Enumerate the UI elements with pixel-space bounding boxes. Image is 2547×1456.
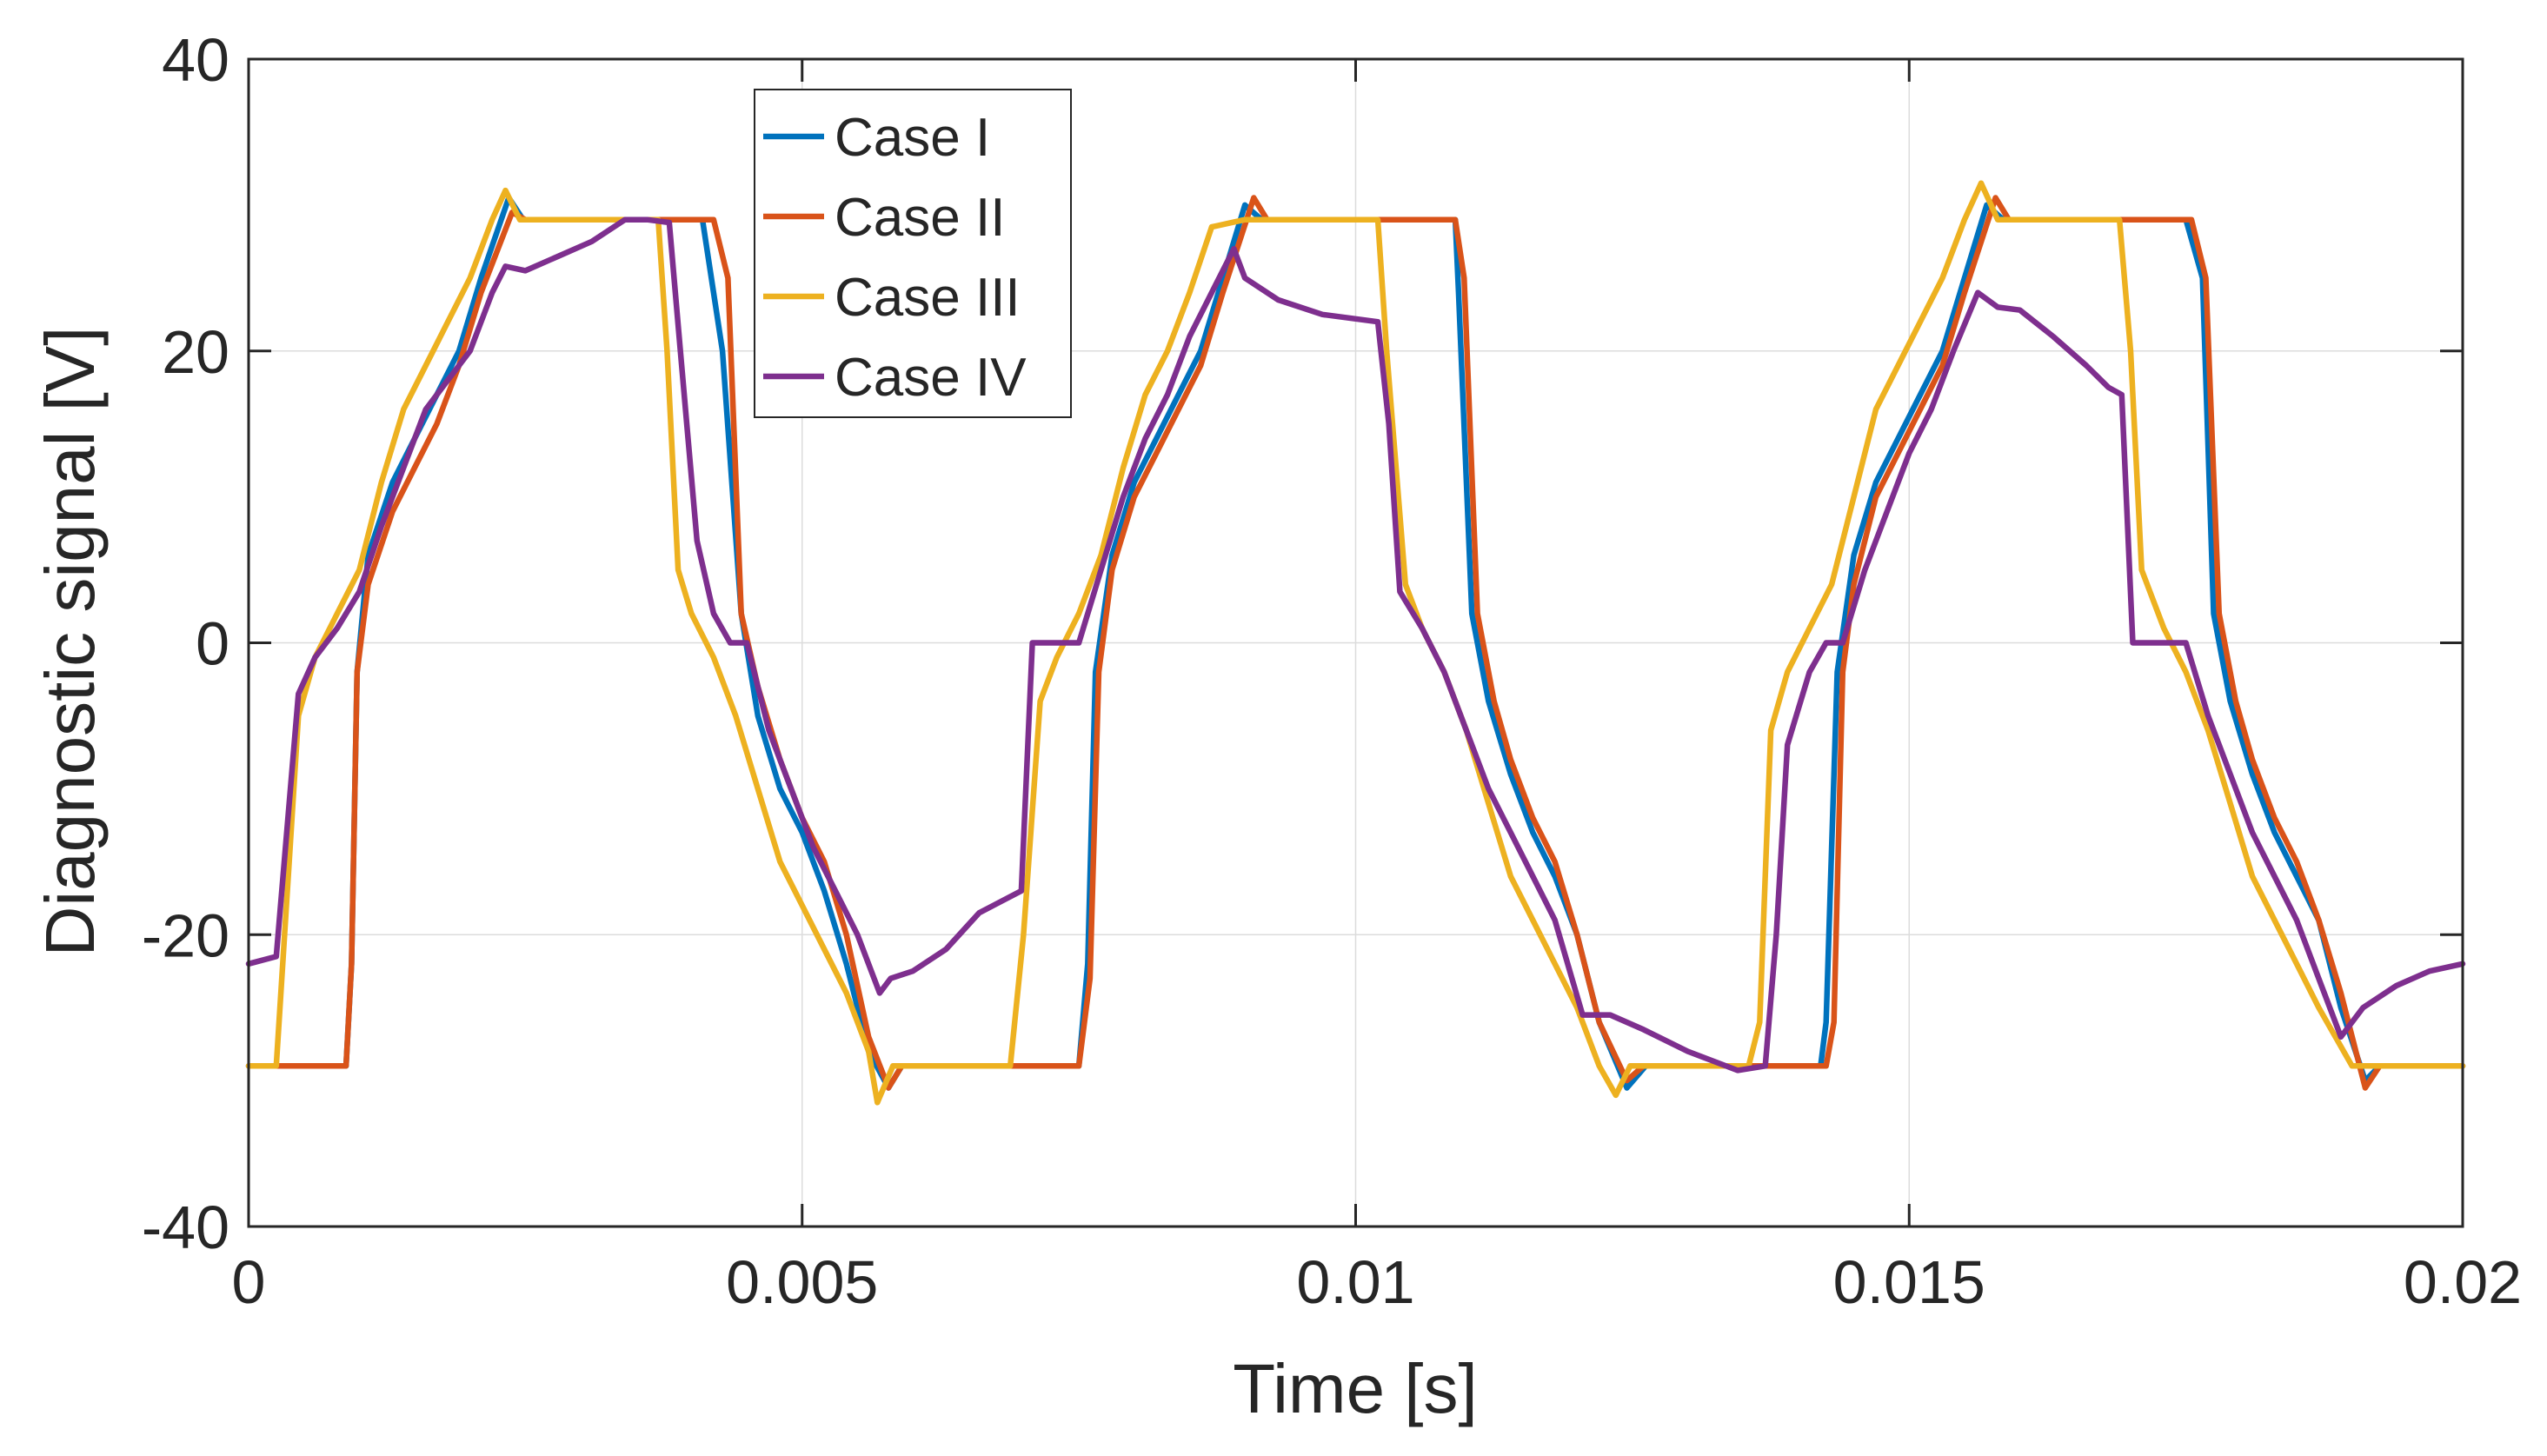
y-tick-label: -20: [142, 901, 229, 969]
y-axis-label: Diagnostic signal [V]: [31, 327, 109, 957]
legend-box: [754, 89, 1072, 418]
y-tick-label: 0: [196, 610, 229, 678]
x-tick-label: 0.005: [726, 1248, 878, 1316]
x-tick-labels: 0 0.005 0.01 0.015 0.02: [232, 1248, 2523, 1316]
legend-label-case-i: Case I: [835, 108, 990, 168]
x-tick-label: 0.015: [1833, 1248, 1985, 1316]
legend-label-case-ii: Case II: [835, 188, 1005, 248]
legend-label-case-iii: Case III: [835, 268, 1021, 328]
series-lines: [245, 180, 2466, 1106]
legend-entries: Case I Case II Case III Case IV: [763, 108, 1027, 408]
y-tick-label: -40: [142, 1193, 229, 1261]
legend-label-case-iv: Case IV: [835, 348, 1027, 408]
x-tick-label: 0.01: [1296, 1248, 1414, 1316]
series-line-case-iv: [245, 216, 2466, 1074]
series-line-case-iii: [245, 180, 2466, 1106]
x-axis-label: Time [s]: [1233, 1350, 1477, 1427]
y-tick-label: 40: [162, 26, 229, 94]
x-tick-label: 0.02: [2404, 1248, 2522, 1316]
x-tick-label: 0: [232, 1248, 266, 1316]
legend: Case I Case II Case III Case IV: [754, 89, 1072, 418]
y-tick-labels: -40 -20 0 20 40: [142, 26, 229, 1261]
y-tick-label: 20: [162, 318, 229, 386]
axes-box: [247, 57, 2464, 1228]
